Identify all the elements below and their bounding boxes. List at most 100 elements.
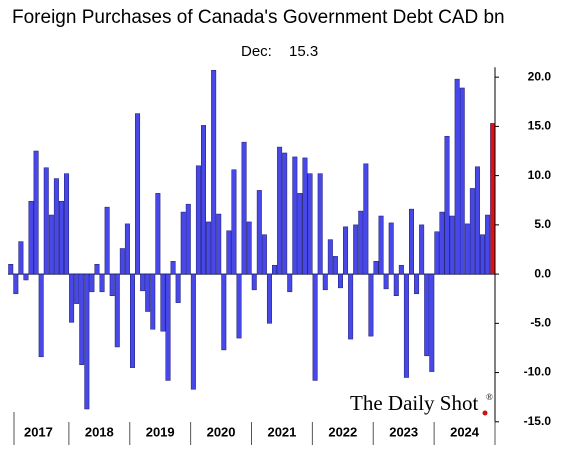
bar — [403, 273, 409, 378]
bar — [292, 156, 298, 275]
bar — [221, 273, 227, 351]
bar — [64, 173, 70, 275]
bar — [124, 223, 130, 275]
bar — [33, 150, 39, 275]
x-tick-label: 2019 — [146, 424, 175, 439]
subtitle-value: 15.3 — [289, 43, 318, 60]
bar — [195, 165, 201, 275]
bar — [317, 173, 323, 275]
bar — [89, 273, 95, 293]
bar — [358, 210, 364, 275]
bar — [104, 206, 110, 275]
x-tick-label: 2022 — [328, 424, 357, 439]
bar — [69, 273, 75, 323]
subtitle-label: Dec: — [241, 43, 272, 60]
bar — [368, 273, 374, 337]
bar — [256, 190, 262, 275]
bar — [383, 273, 389, 290]
bar — [135, 113, 141, 275]
x-tick-label: 2017 — [24, 424, 53, 439]
bar — [79, 273, 85, 365]
x-tick-label: 2024 — [450, 424, 480, 439]
y-tick-label: 5.0 — [534, 217, 551, 231]
bar — [424, 273, 430, 357]
bar — [444, 135, 450, 275]
bar — [337, 273, 343, 289]
bar — [454, 78, 460, 275]
bar — [464, 223, 470, 275]
bar — [119, 248, 125, 275]
bar — [388, 222, 394, 275]
bar — [414, 273, 420, 295]
bar — [343, 226, 349, 275]
bar — [8, 263, 14, 275]
bar — [23, 273, 29, 281]
bar — [175, 273, 181, 303]
bar — [409, 208, 414, 275]
y-tick-label: 10.0 — [528, 168, 552, 182]
bar — [307, 173, 313, 275]
bar — [474, 166, 480, 275]
bar — [150, 273, 156, 330]
bar — [419, 224, 425, 275]
bar — [155, 193, 161, 275]
bar — [353, 224, 359, 275]
bar — [449, 215, 455, 275]
bar — [18, 241, 24, 275]
bar — [160, 273, 166, 332]
bar — [236, 273, 242, 339]
bar — [170, 261, 176, 275]
bar — [140, 273, 146, 292]
y-tick-label: -10.0 — [524, 365, 552, 379]
bar — [38, 273, 44, 358]
bar — [145, 273, 151, 312]
x-tick-label: 2021 — [267, 424, 296, 439]
bar — [277, 146, 283, 275]
bar — [48, 214, 54, 275]
x-tick-label: 2020 — [207, 424, 236, 439]
bar — [485, 214, 491, 275]
bar — [459, 87, 465, 275]
bar — [206, 221, 212, 275]
bar — [13, 273, 19, 295]
bar — [99, 273, 105, 293]
bar — [378, 215, 384, 275]
bar — [297, 193, 303, 275]
bar — [58, 200, 64, 275]
bar — [251, 273, 257, 291]
bar — [312, 273, 318, 381]
bar — [348, 273, 354, 340]
bar — [398, 264, 404, 275]
bar — [480, 234, 486, 275]
x-tick-label: 2023 — [389, 424, 418, 439]
bar — [272, 264, 278, 275]
bar — [469, 188, 475, 275]
bar — [282, 152, 288, 275]
bar — [393, 273, 399, 297]
y-tick-label: 15.0 — [528, 119, 552, 133]
bar — [490, 123, 496, 275]
bar — [114, 273, 120, 348]
bar — [190, 273, 196, 390]
bar — [130, 273, 135, 368]
bar — [185, 203, 191, 275]
bar — [180, 211, 186, 275]
bar — [201, 125, 206, 275]
bar — [434, 231, 440, 275]
bar — [28, 200, 34, 275]
bar — [327, 239, 333, 275]
bar — [226, 230, 232, 275]
bar — [266, 273, 272, 324]
x-tick-label: 2018 — [85, 424, 114, 439]
bar — [261, 234, 267, 275]
bar — [94, 263, 100, 275]
bar — [241, 141, 247, 275]
bar — [373, 261, 379, 275]
bar — [302, 157, 308, 275]
y-tick-label: 20.0 — [528, 69, 552, 83]
bar — [439, 211, 445, 275]
y-tick-label: 0.0 — [534, 266, 551, 280]
bar — [43, 167, 49, 275]
bar — [165, 273, 171, 381]
